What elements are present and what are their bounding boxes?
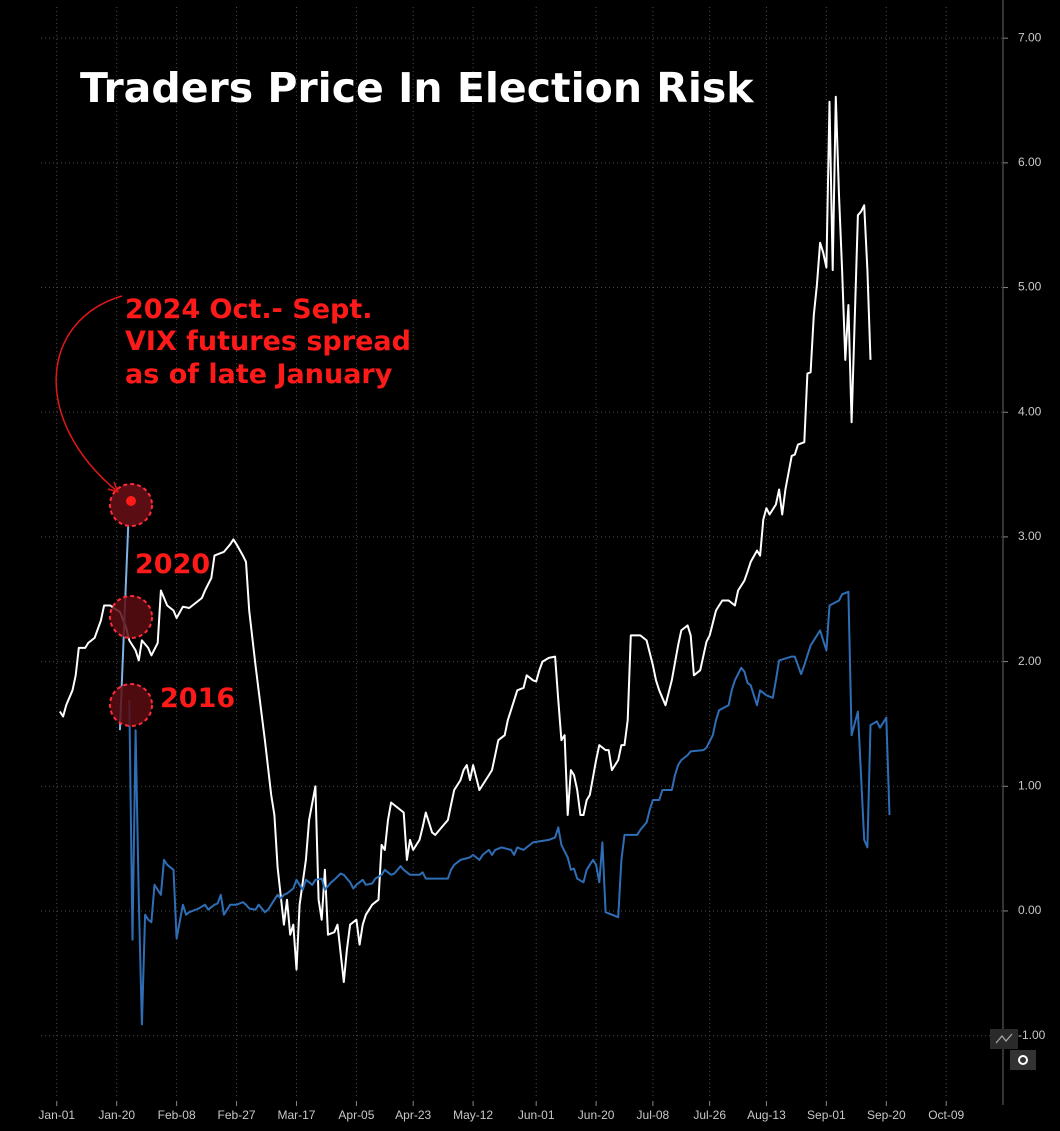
y-tick-label: 3.00 [1018,529,1042,543]
annotation: 2016 [160,683,235,714]
y-tick-label: 0.00 [1018,903,1042,917]
x-tick-label: Jul-08 [637,1108,670,1122]
annotation: 2020 [135,549,210,580]
highlight-circle [109,683,153,727]
settings-icon[interactable] [1010,1050,1036,1070]
y-tick-label: -1.00 [1018,1028,1046,1042]
x-tick-label: Aug-13 [747,1108,786,1122]
x-tick-label: Sep-01 [807,1108,846,1122]
x-tick-label: Mar-17 [277,1108,315,1122]
y-tick-label: 6.00 [1018,155,1042,169]
annotation: 2024 Oct.- Sept. [125,294,373,325]
annotation-arrow [55,295,123,493]
x-tick-label: Feb-27 [218,1108,256,1122]
y-tick-label: 7.00 [1018,30,1042,44]
x-tick-label: Feb-08 [158,1108,196,1122]
y-tick-label: 4.00 [1018,404,1042,418]
icon-glyph [995,1033,1013,1044]
annotation: VIX futures spread [125,326,411,357]
x-tick-label: Sep-20 [867,1108,906,1122]
x-tick-label: Jun-20 [578,1108,615,1122]
x-tick-label: Apr-05 [338,1108,374,1122]
y-tick-label: 1.00 [1018,778,1042,792]
icon-glyph [1018,1055,1028,1065]
annotation: as of late January [125,359,393,390]
x-tick-label: May-12 [453,1108,493,1122]
x-tick-label: Apr-23 [395,1108,431,1122]
x-tick-label: Oct-09 [928,1108,964,1122]
x-tick-label: Jan-20 [98,1108,135,1122]
arrow-head [107,481,119,493]
y-tick-label: 5.00 [1018,280,1042,294]
chart-title: Traders Price In Election Risk [80,64,755,112]
grid: -1.00 0.00 1.00 2.00 3.00 4.00 5.00 6.00 7.00 Jan… [38,7,1046,1122]
x-tick-label: Jan-01 [38,1108,75,1122]
series-line [59,95,872,983]
x-tick-label: Jul-26 [693,1108,726,1122]
series-line [128,590,891,1026]
x-tick-label: Jun-01 [518,1108,555,1122]
highlight-circle [109,595,153,639]
highlight-dot [126,496,136,506]
y-tick-label: 2.00 [1018,654,1042,668]
